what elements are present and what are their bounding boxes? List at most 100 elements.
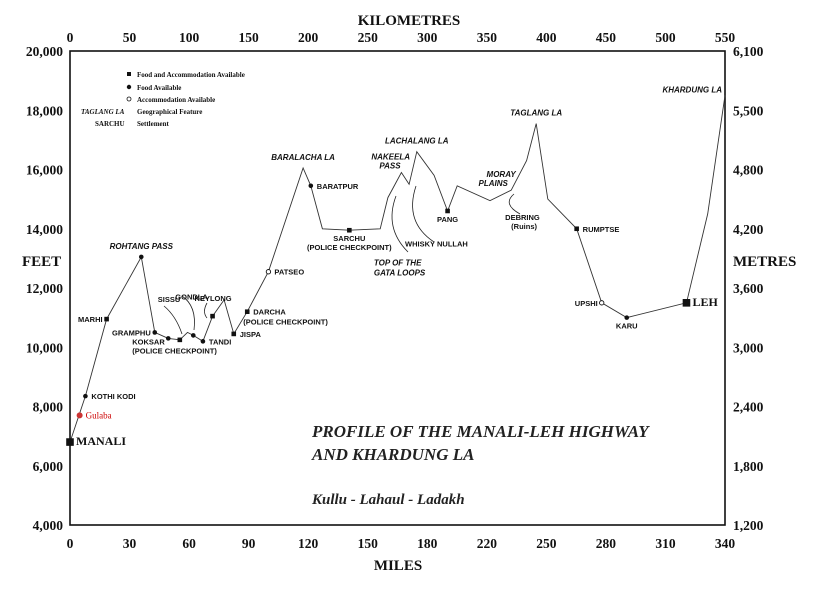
chart-title: PROFILE OF THE MANALI-LEH HIGHWAY (311, 422, 650, 441)
y-tick-label-feet: 20,000 (26, 44, 63, 59)
x-tick-label-km: 0 (67, 30, 74, 45)
label-pang: PANG (437, 215, 458, 224)
x-tick-label-km: 100 (179, 30, 200, 45)
x-tick-label-km: 150 (239, 30, 260, 45)
label-whisky-nullah: WHISKY NULLAH (405, 239, 468, 248)
label-leh: LEH (692, 295, 718, 309)
y-tick-label-feet: 16,000 (26, 163, 63, 178)
bottom-axis-title: MILES (374, 558, 422, 574)
label-debring: DEBRING (505, 213, 540, 222)
label-baratpur: BARATPUR (317, 182, 359, 191)
marker-gondla (190, 333, 196, 338)
whisky-arrow (412, 185, 435, 243)
place-labels: MANALI Gulaba KOTHI KODI MARHI ROHTANG PASS G… (76, 85, 722, 448)
keylong-arrow (204, 302, 208, 319)
label-patseo: PATSEO (274, 268, 304, 277)
label-taglang-la: TAGLANG LA (510, 109, 562, 118)
legend-label: Settlement (137, 120, 170, 128)
x-tick-label-miles: 60 (182, 536, 196, 551)
marker-leh (682, 299, 691, 307)
gondla-arrow (181, 295, 195, 331)
label-top-of-the: TOP OF THE (374, 259, 422, 268)
marker-rumptse (574, 226, 579, 232)
place-markers (66, 183, 691, 446)
label-plains: PLAINS (479, 179, 509, 188)
label-gata-loops: GATA LOOPS (374, 269, 426, 278)
marker-marhi (104, 316, 109, 322)
x-tick-label-miles: 280 (596, 536, 617, 551)
y-tick-label-metres: 2,400 (733, 400, 764, 415)
plot-frame (69, 50, 726, 526)
label-police-checkpoint: (POLICE CHECKPOINT) (307, 243, 392, 252)
label-gramphu: GRAMPHU (112, 328, 151, 337)
callout-arrows (163, 185, 521, 335)
marker-gulaba (76, 412, 83, 419)
x-tick-label-miles: 250 (536, 536, 557, 551)
x-tick-label-km: 300 (417, 30, 438, 45)
x-tick-label-miles: 220 (477, 536, 498, 551)
label-nakeela: NAKEELA (371, 152, 410, 161)
y-tick-label-metres: 4,800 (733, 163, 764, 178)
label-gulaba: Gulaba (86, 410, 112, 420)
label-marhi: MARHI (78, 315, 103, 324)
label-rumptse: RUMPTSE (583, 225, 620, 234)
x-tick-label-miles: 120 (298, 536, 319, 551)
marker-jispa (231, 331, 237, 337)
y-tick-label-feet: 18,000 (26, 103, 63, 118)
y-tick-label-feet: 14,000 (26, 222, 63, 237)
label-sarchu: SARCHU (333, 234, 365, 243)
label-darcha: DARCHA (253, 308, 286, 317)
label-jispa: JISPA (240, 330, 262, 339)
x-tick-label-miles: 150 (358, 536, 379, 551)
y-tick-label-metres: 5,500 (733, 103, 764, 118)
label-moray: MORAY (487, 170, 517, 179)
y-tick-label-feet: 10,000 (26, 340, 63, 355)
x-tick-label-km: 200 (298, 30, 319, 45)
label-police-checkpoint: (POLICE CHECKPOINT) (243, 318, 328, 327)
legend-label: Food Available (137, 84, 181, 92)
x-tick-label-km: 550 (715, 30, 736, 45)
legend-label: Accommodation Available (137, 96, 215, 104)
marker-sarchu (347, 227, 352, 233)
y-tick-label-feet: 8,000 (33, 400, 64, 415)
legend: Food and Accommodation Available Food Av… (81, 71, 245, 128)
marker-gramphu (152, 330, 158, 335)
label-sissu: SISSU (158, 295, 181, 304)
marker-kothi-kodi (83, 393, 88, 399)
label-khardung-la: KHARDUNG LA (662, 85, 722, 94)
x-tick-label-km: 350 (477, 30, 498, 45)
x-tick-label-miles: 30 (123, 536, 137, 551)
label-tandi: TANDI (209, 337, 231, 346)
gata-arrow (391, 195, 409, 253)
marker-patseo (265, 269, 272, 275)
label-koksar: KOKSAR (132, 337, 165, 346)
label-karu: KARU (616, 322, 638, 331)
label-baralacha-la: BARALACHA LA (271, 153, 335, 162)
label-kothi-kodi: KOTHI KODI (91, 392, 135, 401)
label-upshi: UPSHI (575, 299, 598, 308)
y-tick-label-metres: 1,200 (733, 518, 764, 533)
marker-upshi (599, 300, 605, 306)
label-pass: PASS (379, 161, 401, 170)
left-axis-title: FEET (22, 254, 61, 270)
top-axis-title: KILOMETRES (358, 13, 461, 29)
marker-keylong (210, 313, 215, 319)
x-tick-label-miles: 90 (242, 536, 256, 551)
legend-square-marker (127, 72, 131, 76)
x-tick-label-km: 400 (536, 30, 557, 45)
x-tick-label-miles: 310 (655, 536, 676, 551)
chart-title-line2: AND KHARDUNG LA (311, 445, 474, 464)
legend-sample: SARCHU (95, 120, 125, 128)
x-tick-label-km: 250 (358, 30, 379, 45)
marker-karu (624, 315, 630, 320)
y-tick-label-feet: 12,000 (26, 281, 63, 296)
x-tick-label-km: 450 (596, 30, 617, 45)
debring-arrow (508, 193, 521, 215)
marker-manali (66, 438, 74, 446)
x-tick-label-miles: 340 (715, 536, 736, 551)
label-manali: MANALI (76, 434, 126, 448)
label-gondla: GONDLA (175, 292, 208, 301)
axis-ticks: 0 30 60 90 120 150 180 220 250 280 310 340 0 50 100 150… (26, 30, 764, 551)
x-tick-label-km: 50 (123, 30, 137, 45)
y-tick-label-feet: 6,000 (33, 459, 64, 474)
